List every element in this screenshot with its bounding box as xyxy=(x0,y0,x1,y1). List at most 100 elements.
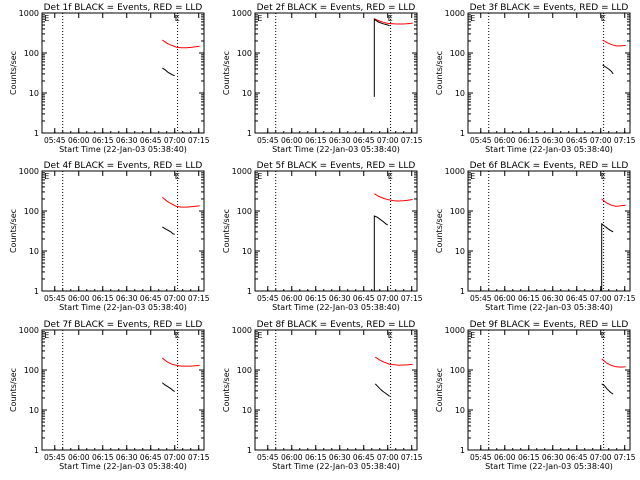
panel-7-marker-label: E xyxy=(44,331,49,340)
panel-4-x-tick-label: 07:15 xyxy=(188,294,210,303)
panel-6-x-tick-label: 06:45 xyxy=(566,294,588,303)
panel-8-title: Det 8f BLACK = Events, RED = LLD xyxy=(257,320,416,330)
panel-8-y-tick-label: 1 xyxy=(247,446,252,455)
panel-6-y-tick-label: 1 xyxy=(460,287,465,296)
panel-1-y-tick-label: 100 xyxy=(24,49,39,58)
panel-8-x-tick-label: 07:00 xyxy=(377,453,399,462)
panel-6-x-tick-label: 06:00 xyxy=(494,294,516,303)
panel-4-title: Det 4f BLACK = Events, RED = LLD xyxy=(44,161,203,171)
panel-9-events-series xyxy=(601,383,614,395)
panel-9-y-tick-label: 10 xyxy=(455,406,465,415)
panel-1-title: Det 1f BLACK = Events, RED = LLD xyxy=(44,3,203,13)
panel-1-y-tick-label: 1 xyxy=(34,129,39,138)
panel-4-y-tick-label: 1 xyxy=(34,287,39,296)
panel-8-lld-series xyxy=(375,356,413,366)
panel-7-x-tick-label: 06:45 xyxy=(140,453,162,462)
panel-5-x-axis-label: Start Time (22-Jan-03 05:38:40) xyxy=(272,303,400,312)
panel-3-x-tick-label: 06:00 xyxy=(494,136,516,145)
panel-1-x-tick-label: 05:45 xyxy=(44,136,66,145)
panel-1-x-tick-label: 06:15 xyxy=(92,136,114,145)
panel-6-events-series xyxy=(601,222,614,291)
panel-4-x-tick-label: 07:00 xyxy=(164,294,186,303)
panel-7-title: Det 7f BLACK = Events, RED = LLD xyxy=(44,320,203,330)
panel-4-y-tick-label: 1000 xyxy=(19,167,39,176)
panel-2-x-tick-label: 06:00 xyxy=(281,136,303,145)
panel-2-x-tick-label: 07:15 xyxy=(401,136,423,145)
panel-6-frame xyxy=(467,170,631,292)
panel-7-y-tick-label: 100 xyxy=(24,366,39,375)
panel-2-x-tick-label: 06:15 xyxy=(305,136,327,145)
panel-7-frame xyxy=(41,329,205,451)
panel-1-y-tick-label: 1000 xyxy=(19,9,39,18)
panel-6-marker-label: E xyxy=(601,172,606,181)
panel-5-y-tick-label: 10 xyxy=(242,247,252,256)
panel-8-x-tick-label: 05:45 xyxy=(257,453,279,462)
panel-1-x-tick-label: 06:00 xyxy=(68,136,90,145)
panel-9-x-tick-label: 06:30 xyxy=(542,453,564,462)
panel-7-y-tick-label: 1 xyxy=(34,446,39,455)
panel-4-marker-label: E xyxy=(44,172,49,181)
panel-2-y-tick-label: 100 xyxy=(237,49,252,58)
panel-2-x-tick-label: 07:00 xyxy=(377,136,399,145)
panel-8-x-axis-label: Start Time (22-Jan-03 05:38:40) xyxy=(272,462,400,471)
panel-9-x-tick-label: 05:45 xyxy=(470,453,492,462)
panel-5-lld-series xyxy=(374,193,413,202)
panel-5-x-tick-label: 07:15 xyxy=(401,294,423,303)
panel-8-x-tick-label: 06:00 xyxy=(281,453,303,462)
panel-2-title: Det 2f BLACK = Events, RED = LLD xyxy=(257,3,416,13)
panel-2-lld-series xyxy=(374,18,413,25)
panel-3-events-series xyxy=(602,64,614,75)
panel-1-frame xyxy=(41,12,205,134)
panel-7-marker-label: E xyxy=(175,331,180,340)
panel-3-lld-series xyxy=(602,39,626,47)
panel-9-frame xyxy=(467,329,631,451)
panel-6-x-tick-label: 05:45 xyxy=(470,294,492,303)
panel-5-y-tick-label: 1000 xyxy=(232,167,252,176)
panel-8-x-tick-label: 06:45 xyxy=(353,453,375,462)
panel-5-x-tick-label: 05:45 xyxy=(257,294,279,303)
panel-5-x-tick-label: 07:00 xyxy=(377,294,399,303)
panel-2-y-axis-label: Counts/sec xyxy=(222,51,231,95)
panel-4-frame xyxy=(41,170,205,292)
panel-1-lld-series xyxy=(162,39,200,49)
panel-5-events-series xyxy=(373,215,388,291)
panel-5-marker-label: E xyxy=(257,172,262,181)
panel-6-x-tick-label: 07:15 xyxy=(614,294,636,303)
panel-6-lld-series xyxy=(601,198,626,207)
panel-4-lld-series xyxy=(161,196,200,208)
panel-1-x-axis-label: Start Time (22-Jan-03 05:38:40) xyxy=(59,145,187,154)
panel-6-marker-label: E xyxy=(470,172,475,181)
panel-1-marker-label: E xyxy=(175,14,180,23)
panel-2-frame xyxy=(254,12,418,134)
panel-9-x-tick-label: 06:15 xyxy=(518,453,540,462)
panel-7-y-tick-label: 10 xyxy=(29,406,39,415)
panel-8-x-tick-label: 07:15 xyxy=(401,453,423,462)
panel-8-marker-label: E xyxy=(257,331,262,340)
panel-9-x-tick-label: 07:00 xyxy=(590,453,612,462)
panel-8-y-tick-label: 1000 xyxy=(232,326,252,335)
panel-1-x-tick-label: 07:15 xyxy=(188,136,210,145)
panel-9-lld-series xyxy=(601,358,626,368)
panel-2-y-tick-label: 10 xyxy=(242,89,252,98)
panel-4-x-tick-label: 06:30 xyxy=(116,294,138,303)
panel-7-y-axis-label: Counts/sec xyxy=(9,368,18,412)
panel-9-y-tick-label: 100 xyxy=(450,366,465,375)
panel-7-events-series xyxy=(161,382,175,392)
panel-4-y-tick-label: 100 xyxy=(24,207,39,216)
panel-1-y-axis-label: Counts/sec xyxy=(9,51,18,95)
panel-4-x-axis-label: Start Time (22-Jan-03 05:38:40) xyxy=(59,303,187,312)
panel-5-x-tick-label: 06:00 xyxy=(281,294,303,303)
panel-2-x-axis-label: Start Time (22-Jan-03 05:38:40) xyxy=(272,145,400,154)
panel-4-y-axis-label: Counts/sec xyxy=(9,209,18,253)
panel-9-y-tick-label: 1 xyxy=(460,446,465,455)
panel-3-frame xyxy=(467,12,631,134)
panel-6-y-tick-label: 10 xyxy=(455,247,465,256)
panel-4-marker-label: E xyxy=(175,172,180,181)
panel-7-lld-series xyxy=(161,357,200,367)
panel-9-x-tick-label: 06:00 xyxy=(494,453,516,462)
panel-9-marker-label: E xyxy=(470,331,475,340)
panel-5-x-tick-label: 06:30 xyxy=(329,294,351,303)
panel-6-x-tick-label: 06:15 xyxy=(518,294,540,303)
panel-9-marker-label: E xyxy=(601,331,606,340)
